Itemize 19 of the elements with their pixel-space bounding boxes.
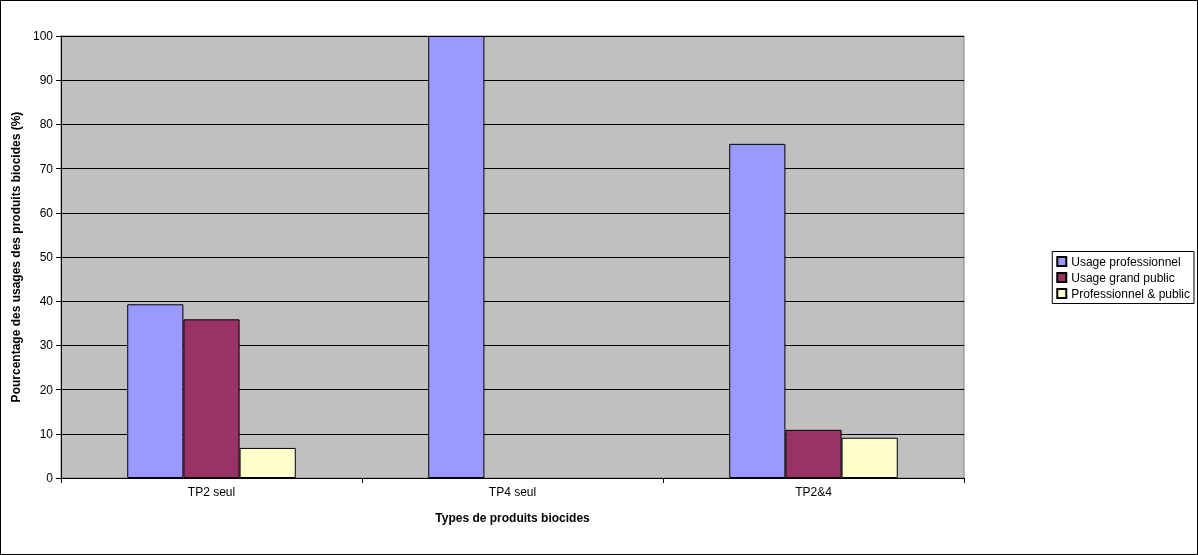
x-tick-label: TP4 seul <box>488 485 537 499</box>
y-tick-label: 30 <box>39 338 54 353</box>
y-tick-label: 60 <box>39 205 54 220</box>
y-tick-label: 80 <box>39 117 54 132</box>
legend-label: Professionnel & public <box>1071 286 1190 301</box>
y-tick-label: 70 <box>39 161 54 176</box>
y-axis-title: Pourcentage des usages des produits biocides (%) <box>9 111 24 403</box>
y-tick-label: 100 <box>32 29 54 43</box>
legend-label: Usage professionnel <box>1071 254 1181 269</box>
x-tick-label: TP2 seul <box>187 485 236 499</box>
y-tick-label: 20 <box>39 382 54 397</box>
y-tick-label: 40 <box>39 294 54 309</box>
y-tick-label: 10 <box>39 426 54 441</box>
y-tick-label: 90 <box>39 73 54 88</box>
y-tick-label: 0 <box>46 471 54 485</box>
x-tick-label: TP2&4 <box>795 485 833 499</box>
x-axis-title: Types de produits biocides <box>435 511 591 525</box>
y-tick-label: 50 <box>39 250 54 264</box>
legend-label: Usage grand public <box>1071 270 1175 285</box>
